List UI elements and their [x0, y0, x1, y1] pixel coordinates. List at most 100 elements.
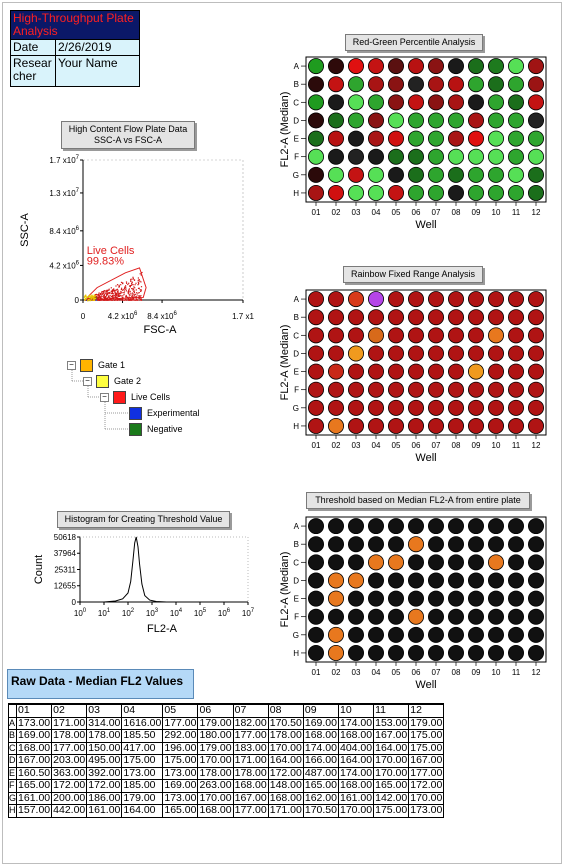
flow-event	[124, 288, 126, 290]
well-B06	[407, 309, 424, 326]
well-C05	[388, 554, 405, 571]
well-E10	[487, 363, 504, 380]
flow-event	[100, 295, 102, 297]
flow-event	[85, 299, 88, 301]
well-H09	[467, 417, 484, 434]
date-value[interactable]: 2/26/2019	[55, 39, 140, 56]
collapse-icon[interactable]: −	[67, 361, 76, 371]
well-H12	[527, 184, 544, 201]
well-A11	[507, 291, 524, 308]
flow-event	[130, 293, 132, 295]
flow-event	[107, 298, 109, 300]
gate-tree-item[interactable]: − Live Cells	[100, 390, 170, 405]
well-A12	[527, 518, 544, 535]
col-label-02: 02	[332, 208, 341, 217]
well-A09	[467, 291, 484, 308]
flow-event	[135, 282, 137, 284]
well-H02	[328, 644, 345, 661]
well-D06	[407, 112, 424, 129]
flow-event	[107, 289, 109, 291]
flow-event	[85, 295, 87, 298]
well-D08	[447, 345, 464, 362]
raw-data-cell: 170.00	[337, 804, 375, 818]
well-D11	[507, 345, 524, 362]
flow-event	[117, 299, 119, 301]
raw-corner-cell	[7, 703, 18, 718]
well-E01	[308, 590, 325, 607]
flow-event	[115, 294, 117, 296]
well-A06	[407, 58, 424, 75]
well-C01	[308, 327, 325, 344]
well-E02	[328, 590, 345, 607]
raw-data-cell: 167.00	[232, 791, 269, 805]
flow-event	[105, 295, 107, 298]
well-D05	[388, 345, 405, 362]
flow-event	[112, 290, 114, 292]
raw-data-cell: 178.00	[232, 766, 269, 780]
flow-event	[133, 292, 135, 294]
well-G02	[328, 626, 345, 643]
well-E11	[507, 590, 524, 607]
researcher-value[interactable]: Your Name	[55, 55, 140, 87]
well-H01	[308, 644, 325, 661]
well-H09	[467, 644, 484, 661]
col-label-05: 05	[392, 208, 401, 217]
well-C07	[427, 554, 444, 571]
histogram-plot[interactable]: 0 12655 25311 37964 50618 100 101 102 103 104 105 1…	[0, 526, 280, 646]
well-B07	[427, 536, 444, 553]
well-C09	[467, 327, 484, 344]
raw-data-cell: 392.00	[86, 766, 123, 780]
well-C06	[407, 327, 424, 344]
flow-event	[107, 293, 109, 295]
gate-tree-item[interactable]: − Gate 2	[83, 374, 141, 389]
collapse-icon[interactable]: −	[83, 377, 92, 387]
raw-data-cell: 177.00	[232, 804, 269, 818]
experiment-title: High-Throughput Plate Analysis	[10, 10, 140, 40]
well-G10	[487, 166, 504, 183]
raw-data-cell: 170.00	[267, 741, 304, 755]
well-B04	[368, 536, 385, 553]
flow-event	[111, 295, 113, 297]
well-E10	[487, 130, 504, 147]
flow-event	[127, 291, 129, 293]
raw-data-cell: 160.50	[16, 766, 53, 780]
gate-tree-item[interactable]: Negative	[129, 422, 183, 437]
well-C04	[368, 94, 385, 111]
hist-y-tick-label: 12655	[54, 582, 77, 591]
flow-event	[131, 283, 133, 285]
flow-event	[122, 292, 124, 294]
well-F06	[407, 148, 424, 165]
well-B03	[348, 536, 365, 553]
flow-event	[129, 297, 131, 299]
well-G05	[388, 626, 405, 643]
flow-event	[125, 290, 127, 292]
well-A04	[368, 518, 385, 535]
well-E05	[388, 590, 405, 607]
flow-event	[134, 293, 136, 295]
flow-event	[112, 294, 114, 297]
flow-event	[95, 297, 97, 299]
flow-event	[121, 298, 123, 300]
well-E02	[328, 130, 345, 147]
red-green-title: Red-Green Percentile Analysis	[345, 34, 483, 51]
well-H01	[308, 184, 325, 201]
flow-event	[125, 294, 127, 297]
well-C11	[507, 554, 524, 571]
row-label-H: H	[293, 189, 299, 198]
flow-event	[117, 295, 119, 297]
raw-data-cell: 161.00	[337, 791, 375, 805]
gate-tree-item[interactable]: Experimental	[129, 406, 200, 421]
well-H10	[487, 417, 504, 434]
well-A05	[388, 291, 405, 308]
flow-event	[118, 295, 120, 297]
collapse-icon[interactable]: −	[100, 393, 109, 403]
gate-tree-item[interactable]: − Gate 1	[67, 358, 125, 373]
raw-data-cell: 170.50	[267, 716, 304, 730]
well-F04	[368, 148, 385, 165]
flow-event	[137, 279, 139, 282]
flow-scatter-plot[interactable]: 0 4.2 x106 8.4 x106 1.3 x107 1.7 x107 0 4.2 x1…	[0, 150, 280, 340]
flow-event	[139, 299, 141, 301]
